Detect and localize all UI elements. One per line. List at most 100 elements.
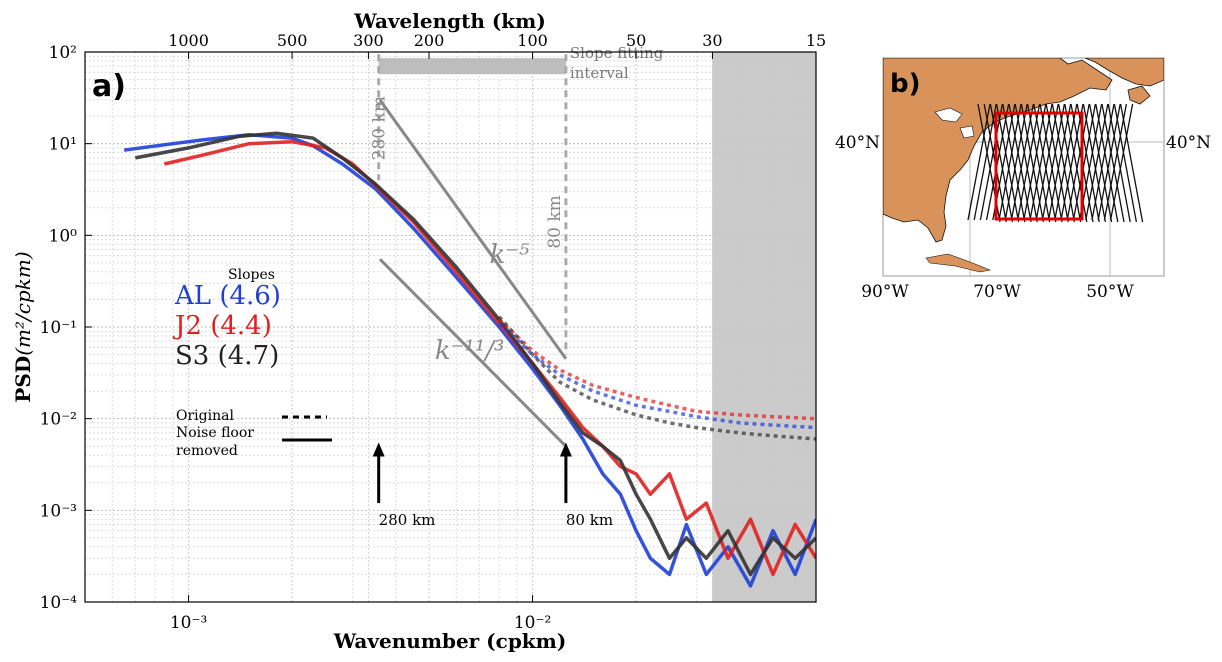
shaded-region (712, 52, 816, 602)
track-ascending (1103, 103, 1128, 221)
slope-entry-j2: J2 (4.4) (172, 311, 272, 341)
track-ascending (1029, 103, 1053, 221)
track-ascending (1109, 103, 1134, 221)
track-ascending (1091, 103, 1115, 221)
track-descending (1101, 103, 1125, 223)
svg-text:PSD(m²/cpkm): PSD(m²/cpkm) (11, 251, 35, 402)
study-region-box (994, 111, 1084, 221)
panel-a-label: a) (92, 69, 126, 104)
arrow-head-280 (372, 442, 385, 457)
y-tick-label: 10¹ (49, 135, 77, 155)
lat-label-right: 40°N (1166, 133, 1211, 153)
land-north-america (883, 58, 1113, 243)
track-ascending (1035, 103, 1059, 221)
top-tick-label: 15 (806, 31, 826, 50)
top-axis-label: Wavelength (km) (353, 9, 546, 33)
grid-lines (85, 52, 816, 602)
axis-ticks: 10⁻³ 10⁻² 10⁻⁴ 10⁻³ 10⁻² 10⁻¹ 10⁰ 10¹ 10² 1000 500… (40, 31, 827, 633)
lat-label-left: 40°N (835, 133, 880, 153)
track-ascending (985, 103, 1010, 221)
track-ascending (973, 103, 997, 221)
top-tick-label: 300 (353, 31, 384, 50)
fit-interval-right-label: 80 km (545, 195, 565, 248)
track-ascending (1010, 103, 1035, 221)
y-tick-label: 10⁻⁴ (40, 593, 78, 613)
track-ascending (1054, 103, 1078, 221)
track-ascending (1041, 103, 1066, 221)
altimeter-tracks (967, 103, 1144, 223)
y-tick-label: 10⁻¹ (40, 318, 77, 338)
land-canada-east (1084, 58, 1164, 87)
track-ascending (1004, 103, 1028, 221)
slope-value-al: (4.6) (219, 281, 281, 311)
lon-label-70w: 70°W (973, 282, 1021, 302)
slope-entry-s3: S3 (4.7) (175, 341, 279, 371)
track-descending (1119, 103, 1144, 223)
track-ascending (1085, 103, 1109, 221)
y-tick-label: 10⁻³ (40, 501, 77, 521)
track-ascending (979, 103, 1004, 221)
series-al-dotted (498, 321, 816, 430)
series-layer (123, 131, 816, 588)
track-ascending (1097, 103, 1121, 221)
land-cuba (925, 253, 992, 273)
slope-name-al: AL (174, 281, 211, 311)
legend-noise-label-2: removed (176, 443, 238, 459)
lon-label-90w: 90°W (861, 282, 909, 302)
track-ascending (1072, 103, 1097, 221)
series-j2-dotted (498, 318, 816, 421)
series-s3-solid (134, 131, 816, 577)
fit-interval-label-2: interval (570, 64, 629, 82)
panel-b-label: b) (890, 69, 921, 99)
legend-noise-label-1: Noise floor (176, 425, 254, 441)
arrow-label-80: 80 km (566, 511, 613, 529)
reference-line-k5 (378, 99, 568, 360)
fit-interval-left-label: 280 km (370, 96, 390, 160)
x-tick-label: 10⁻³ (170, 613, 207, 633)
track-descending (1113, 103, 1138, 223)
track-descending (1107, 103, 1131, 223)
x-axis-label: Wavenumber (cpkm) (333, 629, 567, 653)
land-great-lakes (934, 107, 975, 139)
reference-line-k11-3 (378, 258, 567, 448)
land-newfoundland (1127, 85, 1151, 105)
slope-name-j2: J2 (172, 311, 202, 341)
x-tick-label: 10⁻² (514, 613, 551, 633)
slope-name-s3: S3 (175, 341, 209, 371)
slope-value-s3: (4.7) (218, 341, 280, 371)
y-tick-label: 10⁻² (40, 410, 77, 430)
arrow-label-280: 280 km (379, 511, 436, 529)
top-tick-label: 100 (517, 31, 548, 50)
track-ascending (1016, 103, 1041, 221)
y-axis-label-units: (m²/cpkm) (11, 251, 35, 355)
arrow-head-80 (559, 442, 572, 457)
reference-label-k11-3: k⁻¹¹/³ (435, 336, 505, 366)
legend-original-label: Original (176, 408, 234, 424)
legend-noise-label: Noise floor removed (176, 425, 254, 459)
track-ascending (1023, 103, 1047, 221)
slope-value-j2: (4.4) (210, 311, 272, 341)
track-ascending (1066, 103, 1090, 221)
top-tick-label: 30 (702, 31, 722, 50)
slopes-heading: Slopes (228, 267, 275, 283)
top-tick-label: 1000 (168, 31, 209, 50)
track-ascending (998, 103, 1022, 221)
y-axis-label-bold: PSD (11, 356, 35, 403)
reference-lines: k⁻⁵ k⁻¹¹/³ Slope fitting interval 280 km 80 k… (370, 44, 664, 529)
y-tick-label: 10² (49, 43, 77, 63)
y-tick-label: 10⁰ (49, 226, 78, 246)
track-ascending (1060, 103, 1084, 221)
map-panel: b) 40°N 40°N 90°W 70°W 50°W (835, 57, 1211, 302)
fit-interval-label-1: Slope fitting (570, 44, 664, 62)
lon-label-50w: 50°W (1086, 282, 1134, 302)
top-tick-label: 50 (626, 31, 646, 50)
track-ascending (967, 103, 991, 221)
fit-interval-bar (378, 58, 566, 75)
track-ascending (1047, 103, 1072, 221)
reference-label-k5: k⁻⁵ (490, 240, 530, 270)
slope-entry-al: AL (4.6) (174, 281, 281, 311)
y-axis-label: PSD(m²/cpkm) (11, 251, 35, 402)
top-tick-label: 500 (277, 31, 308, 50)
